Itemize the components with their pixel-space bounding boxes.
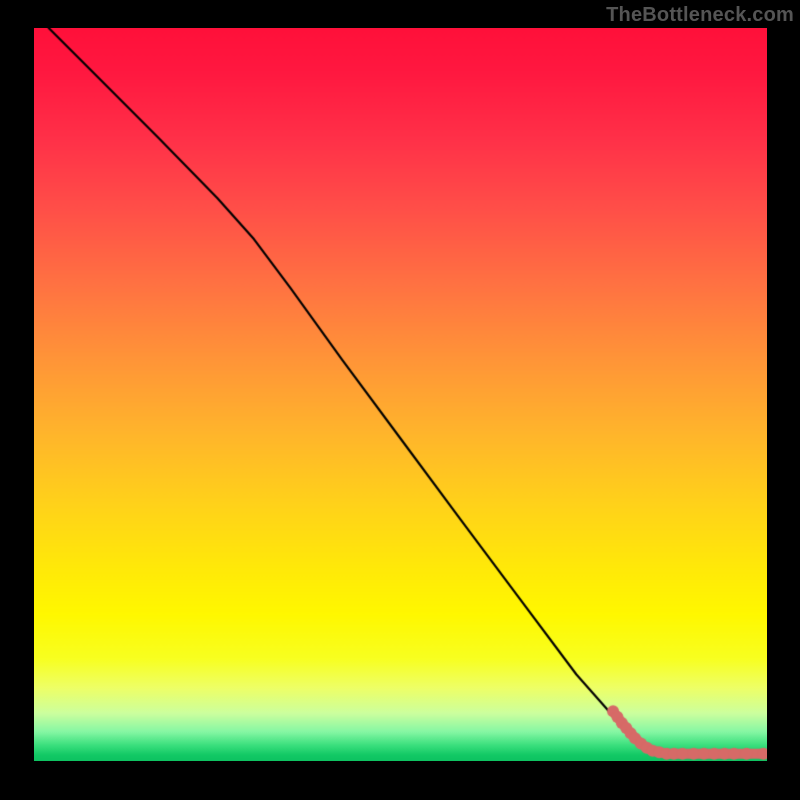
scatter-series (34, 28, 767, 761)
plot-area (34, 28, 767, 761)
watermark-text: TheBottleneck.com (606, 4, 794, 27)
